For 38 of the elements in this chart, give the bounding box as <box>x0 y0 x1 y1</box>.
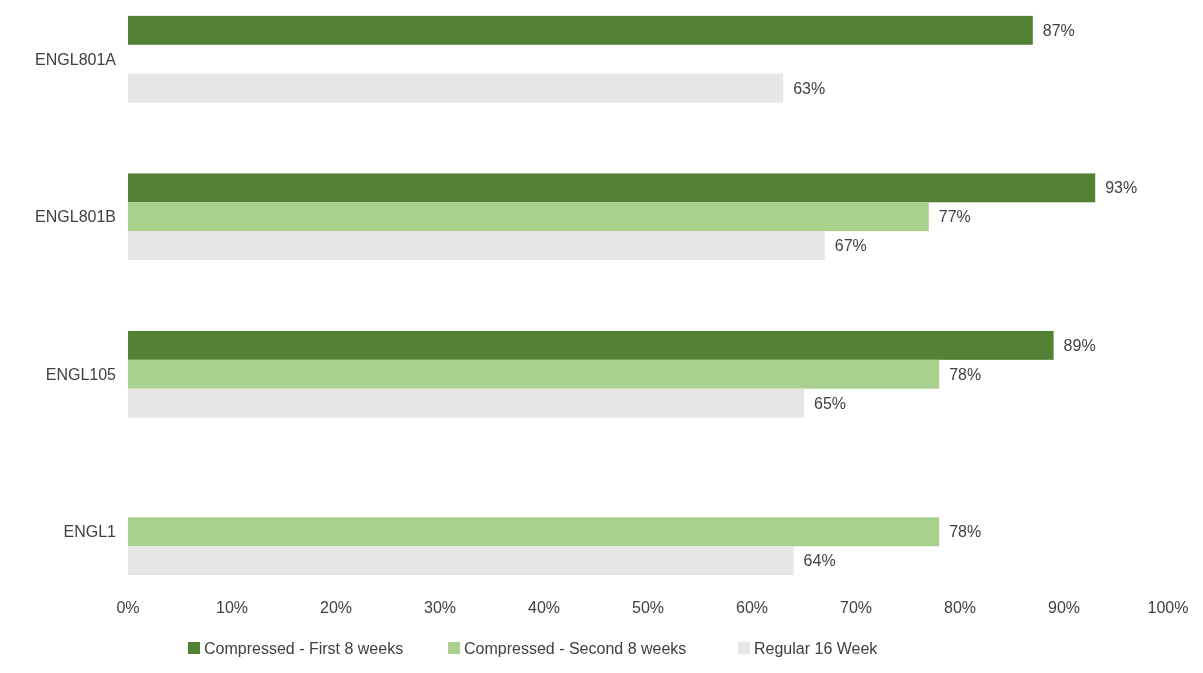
x-tick-label: 100% <box>1147 599 1189 616</box>
bar <box>128 517 940 547</box>
x-tick-label: 50% <box>631 599 665 616</box>
bar <box>128 15 1033 45</box>
legend-label: Compressed - Second 8 weeks <box>464 639 687 657</box>
x-tick-label: 10% <box>215 599 249 616</box>
y-tick-label: ENGL801A <box>35 50 117 68</box>
x-tick-label: 20% <box>319 599 353 616</box>
y-tick-label: ENGL105 <box>45 365 117 383</box>
bar <box>128 202 929 232</box>
bar <box>128 173 1096 203</box>
data-label: 87% <box>1042 21 1075 39</box>
data-label: 89% <box>1063 336 1096 354</box>
data-label: 78% <box>949 365 982 383</box>
bar <box>128 73 784 103</box>
data-label: 63% <box>793 79 826 97</box>
x-tick-label: 60% <box>735 599 769 616</box>
x-tick-label: 30% <box>423 599 457 616</box>
x-tick-label: 70% <box>839 599 873 616</box>
data-label: 65% <box>814 394 847 412</box>
x-tick-label: 0% <box>116 599 140 616</box>
y-tick-label: ENGL1 <box>63 523 117 541</box>
bar <box>128 388 804 418</box>
data-label: 67% <box>834 237 867 255</box>
legend-label: Compressed - First 8 weeks <box>204 639 404 657</box>
bar <box>128 546 794 576</box>
x-tick-label: 40% <box>527 599 561 616</box>
bar <box>128 231 825 261</box>
data-label: 78% <box>949 523 982 541</box>
bar <box>128 359 940 389</box>
legend-label: Regular 16 Week <box>754 639 879 657</box>
bar <box>128 330 1054 360</box>
y-tick-label: ENGL801B <box>35 208 116 226</box>
x-tick-label: 80% <box>943 599 977 616</box>
data-label: 77% <box>938 208 971 226</box>
x-tick-label: 90% <box>1047 599 1081 616</box>
data-label: 64% <box>803 552 836 570</box>
data-label: 93% <box>1105 179 1138 197</box>
